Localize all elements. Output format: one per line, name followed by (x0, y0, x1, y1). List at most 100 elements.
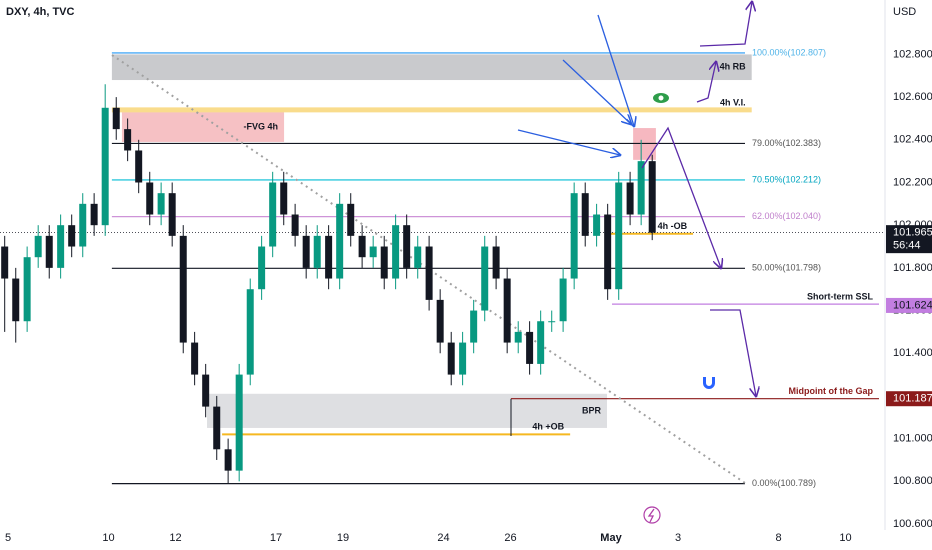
candle-body (514, 331, 522, 343)
x-tick-label: 5 (5, 532, 11, 544)
segment-label: 4h V.I. (720, 97, 746, 107)
candle-body (425, 246, 433, 300)
x-tick-label: 3 (675, 532, 681, 544)
price-tag-label: 101.624 (893, 299, 932, 311)
flash-icon (643, 506, 661, 524)
candle-body (604, 214, 612, 290)
arrow (699, 2, 752, 47)
candle-body (280, 182, 288, 215)
candle-body (68, 225, 76, 247)
candle-body (436, 299, 444, 343)
trend-line (111, 54, 746, 484)
x-tick-label: 26 (504, 532, 516, 544)
countdown: 56:44 (893, 240, 921, 252)
candle-body (593, 214, 601, 236)
candle-body (313, 235, 321, 268)
candle-body (1, 246, 9, 279)
candle-body (146, 182, 154, 215)
arrow (641, 126, 721, 268)
price-tag (886, 225, 932, 254)
zone (111, 54, 752, 81)
x-tick-label: May (600, 532, 622, 544)
candle-body (157, 193, 165, 215)
candle-body (90, 203, 98, 226)
candle-body (79, 203, 87, 247)
arrow (597, 14, 634, 126)
chart-title: DXY, 4h, TVC (6, 6, 75, 18)
x-tick-label: 19 (337, 532, 349, 544)
candle-body (380, 246, 388, 279)
zone-label: 4h RB (720, 62, 747, 72)
annotation-arrows (517, 2, 756, 396)
segment-label: Midpoint of the Gap (788, 386, 873, 396)
candle-body (258, 246, 266, 290)
candle-body (124, 129, 132, 151)
x-tick-label: 10 (102, 532, 114, 544)
y-tick-label: 101.800 (893, 262, 932, 274)
x-tick-label: 10 (839, 532, 851, 544)
zone (207, 393, 607, 428)
candle-body (336, 203, 344, 279)
price-tag-label: 101.965 (893, 227, 932, 239)
candle-body (45, 235, 53, 268)
candle-body (648, 161, 656, 233)
candle-body (246, 289, 254, 375)
candle-body (537, 321, 545, 364)
candle-body (224, 449, 232, 471)
candle-body (347, 203, 355, 236)
fib-label: 79.00%(102.383) (752, 138, 821, 148)
candle-body (213, 406, 221, 450)
arrow (696, 62, 716, 103)
x-tick-label: 24 (437, 532, 449, 544)
candle-body (503, 278, 511, 343)
zone (121, 112, 285, 142)
candle-body (548, 321, 556, 323)
zones: 4h RB -FVG 4h BPR (111, 54, 752, 428)
candle-body (559, 278, 567, 322)
candle-body (492, 246, 500, 279)
fib-label: 50.00%(101.798) (752, 263, 821, 273)
candle-body (481, 246, 489, 311)
candle-body (570, 193, 578, 279)
candle-body (168, 193, 176, 236)
candle-body (23, 257, 31, 322)
candle-body (291, 214, 299, 236)
arrow (517, 129, 620, 155)
candle-body (526, 331, 534, 364)
candle-body (414, 246, 422, 268)
candle-body (191, 342, 199, 375)
candle-body (101, 107, 109, 226)
axis-unit: USD (893, 6, 916, 18)
zone-label: -FVG 4h (244, 121, 279, 131)
magnet-icon (703, 377, 715, 389)
arrow (710, 309, 756, 396)
fib-label: 70.50%(102.212) (752, 174, 821, 184)
fib-label: 0.00%(100.789) (752, 478, 816, 488)
candle-body (57, 225, 65, 268)
y-tick-label: 102.600 (893, 91, 932, 103)
y-tick-label: 101.000 (893, 433, 932, 445)
y-tick-label: 102.200 (893, 176, 932, 188)
arrow (562, 59, 631, 124)
segment-label: 4h +OB (532, 422, 564, 432)
x-tick-label: 17 (270, 532, 282, 544)
candle-body (12, 278, 20, 322)
candle-body (302, 235, 310, 268)
fib-label: 100.00%(102.807) (752, 47, 826, 57)
candle-body (325, 235, 333, 279)
candle-body (626, 182, 634, 215)
candle-body (470, 310, 478, 343)
candle-body (235, 374, 243, 471)
y-tick-label: 102.800 (893, 48, 932, 60)
candle-body (615, 182, 623, 290)
candle-body (447, 342, 455, 375)
segment-label: 4h -OB (658, 221, 688, 231)
candle-body (34, 235, 42, 258)
candles (1, 84, 656, 484)
y-tick-label: 100.600 (893, 518, 932, 530)
candle-body (202, 374, 210, 407)
candle-body (179, 235, 187, 343)
y-tick-label: 101.400 (893, 347, 932, 359)
